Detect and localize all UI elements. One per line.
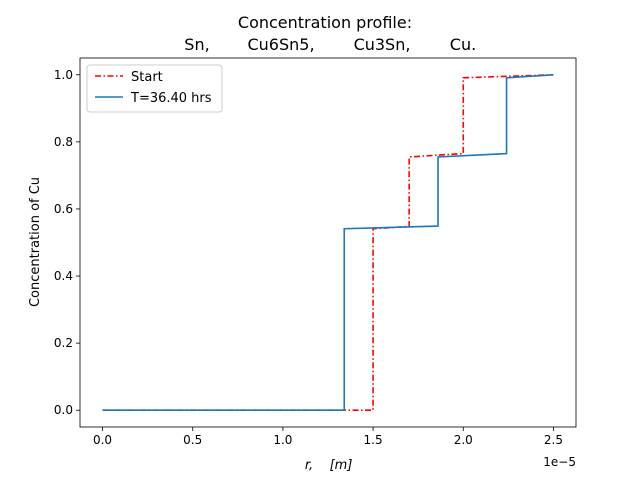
y-axis-label: Concentration of Cu [28,177,43,307]
chart-title-line2-item-1: Cu6Sn5, [247,35,314,54]
x-tick-label-1: 0.5 [183,433,202,447]
chart-title-line1: Concentration profile: [238,13,412,32]
y-tick-label-0: 0.0 [54,403,73,417]
x-tick-label-0: 0.0 [93,433,112,447]
ticks-layer: 0.0 0.5 1.0 1.5 2.0 2.5 0.0 0.2 0.4 0.6 0.8 1.0 [54,68,563,447]
chart-title-line2-item-3: Cu. [450,35,476,54]
x-tick-label-2: 1.0 [273,433,292,447]
chart-title-line2-item-2: Cu3Sn, [354,35,411,54]
legend-label-final: T=36.40 hrs [130,91,212,106]
series-layer [102,73,554,412]
x-tick-label-3: 1.5 [364,433,383,447]
x-tick-label-5: 2.5 [544,433,563,447]
y-tick-label-3: 0.6 [54,202,73,216]
chart-title-line2-item-0: Sn, [184,35,209,54]
y-tick-label-1: 0.2 [54,336,73,350]
start-series-line [102,73,554,412]
x-axis-label-var: r, [305,458,313,473]
legend-label-start: Start [131,70,163,85]
x-axis-offset-label: 1e−5 [543,455,576,469]
y-tick-label-5: 1.0 [54,68,73,82]
y-tick-label-4: 0.8 [54,135,73,149]
legend: Start T=36.40 hrs [86,64,223,113]
plot-frame [79,57,577,428]
y-tick-label-2: 0.4 [54,269,73,283]
final-series-line [102,73,554,412]
x-tick-label-4: 2.0 [454,433,473,447]
x-axis-label-unit: [m] [330,458,353,473]
